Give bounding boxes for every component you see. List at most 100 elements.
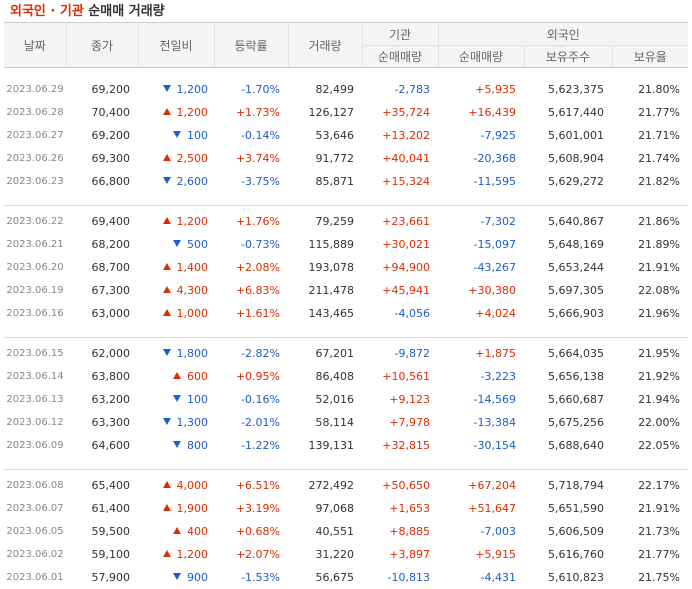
cell-rate: -1.70% xyxy=(241,83,280,96)
cell-foreign-net: +5,935 xyxy=(475,83,516,96)
cell-foreign-net: -13,384 xyxy=(473,416,516,429)
cell-volume: 91,772 xyxy=(315,152,355,165)
cell-foreign-net: -7,302 xyxy=(480,215,516,228)
cell-change-value: 1,200 xyxy=(176,83,209,96)
cell-change-value: 600 xyxy=(187,370,208,383)
cell-rate: -0.73% xyxy=(241,238,280,251)
cell-date: 2023.06.23 xyxy=(6,176,64,187)
cell-inst-net: +23,661 xyxy=(382,215,430,228)
cell-rate: +2.07% xyxy=(235,548,280,561)
cell-foreign-hold: 5,656,138 xyxy=(548,370,604,383)
cell-change: 1,000 xyxy=(138,302,214,325)
cell-foreign-net: -14,569 xyxy=(473,393,516,406)
cell-foreign-net: +16,439 xyxy=(468,106,516,119)
down-triangle-icon xyxy=(162,85,171,92)
cell-foreign-net: -30,154 xyxy=(473,439,516,452)
cell-inst-net: +32,815 xyxy=(382,439,430,452)
table-row: 2023.06.26 69,300 2,500 +3.74% 91,772 +40,041… xyxy=(4,147,688,170)
up-triangle-icon xyxy=(162,504,171,511)
cell-date: 2023.06.21 xyxy=(6,239,64,250)
cell-change: 2,600 xyxy=(138,170,214,193)
cell-date: 2023.06.14 xyxy=(6,371,64,382)
cell-date: 2023.06.20 xyxy=(6,262,64,273)
table-row: 2023.06.09 64,600 800 -1.22% 139,131 +32,815 -… xyxy=(4,434,688,457)
cell-change-value: 800 xyxy=(187,439,208,452)
cell-rate: -1.22% xyxy=(241,439,280,452)
cell-close: 63,200 xyxy=(91,393,131,406)
cell-change-value: 400 xyxy=(187,525,208,538)
down-triangle-icon xyxy=(173,131,181,138)
panel-title: 외국인 · 기관 순매매 거래량 xyxy=(10,2,165,22)
cell-change-value: 2,500 xyxy=(176,152,209,165)
cell-change: 400 xyxy=(138,520,214,543)
up-triangle-icon xyxy=(173,527,181,534)
cell-date: 2023.06.02 xyxy=(6,549,64,560)
cell-inst-net: +7,978 xyxy=(389,416,430,429)
cell-change: 600 xyxy=(138,365,214,388)
cell-foreign-ratio: 21.92% xyxy=(638,370,681,383)
cell-close: 69,200 xyxy=(91,129,131,142)
cell-close: 64,600 xyxy=(91,439,131,452)
table-row: 2023.06.08 65,400 4,000 +6.51% 272,492 +50,65… xyxy=(4,474,688,497)
cell-change: 100 xyxy=(138,388,214,411)
up-triangle-icon xyxy=(162,154,171,161)
cell-change: 1,900 xyxy=(138,497,214,520)
cell-inst-net: +94,900 xyxy=(382,261,430,274)
cell-foreign-ratio: 22.17% xyxy=(638,479,681,492)
cell-rate: +3.74% xyxy=(235,152,280,165)
cell-foreign-ratio: 21.82% xyxy=(638,175,681,188)
cell-date: 2023.06.05 xyxy=(6,526,64,537)
cell-volume: 97,068 xyxy=(315,502,355,515)
cell-foreign-ratio: 21.71% xyxy=(638,129,681,142)
cell-foreign-net: -43,267 xyxy=(473,261,516,274)
cell-volume: 40,551 xyxy=(315,525,355,538)
cell-change: 900 xyxy=(138,566,214,589)
cell-rate: +6.51% xyxy=(235,479,280,492)
header-institution: 기관 xyxy=(361,22,438,46)
cell-close: 63,300 xyxy=(91,416,131,429)
cell-foreign-net: -20,368 xyxy=(473,152,516,165)
cell-foreign-ratio: 21.96% xyxy=(638,307,681,320)
cell-foreign-net: +4,024 xyxy=(475,307,516,320)
cell-inst-net: +30,021 xyxy=(382,238,430,251)
cell-inst-net: +13,202 xyxy=(382,129,430,142)
cell-inst-net: +8,885 xyxy=(389,525,430,538)
cell-foreign-net: -3,223 xyxy=(480,370,516,383)
cell-inst-net: +40,041 xyxy=(382,152,430,165)
header-date: 날짜 xyxy=(4,22,66,68)
cell-date: 2023.06.27 xyxy=(6,130,64,141)
down-triangle-icon xyxy=(162,177,171,184)
cell-close: 70,400 xyxy=(91,106,131,119)
cell-volume: 53,646 xyxy=(315,129,355,142)
cell-volume: 85,871 xyxy=(315,175,355,188)
cell-change-value: 2,600 xyxy=(176,175,209,188)
cell-foreign-hold: 5,617,440 xyxy=(548,106,604,119)
cell-inst-net: +15,324 xyxy=(382,175,430,188)
cell-close: 63,000 xyxy=(91,307,131,320)
panel-title-main: 외국인 · 기관 xyxy=(10,4,84,19)
cell-change-value: 900 xyxy=(187,571,208,584)
cell-foreign-hold: 5,666,903 xyxy=(548,307,604,320)
cell-volume: 79,259 xyxy=(315,215,355,228)
cell-close: 68,700 xyxy=(91,261,131,274)
cell-foreign-net: -11,595 xyxy=(473,175,516,188)
cell-foreign-ratio: 21.77% xyxy=(638,106,681,119)
cell-volume: 31,220 xyxy=(315,548,355,561)
table-row: 2023.06.23 66,800 2,600 -3.75% 85,871 +15,324… xyxy=(4,170,688,193)
cell-date: 2023.06.07 xyxy=(6,503,64,514)
cell-volume: 193,078 xyxy=(308,261,355,274)
group-divider xyxy=(4,193,689,210)
cell-inst-net: +35,724 xyxy=(382,106,430,119)
cell-rate: +0.95% xyxy=(235,370,280,383)
table-row: 2023.06.02 59,100 1,200 +2.07% 31,220 +3,897 +… xyxy=(4,543,688,566)
cell-rate: +1.61% xyxy=(235,307,280,320)
cell-foreign-ratio: 21.75% xyxy=(638,571,681,584)
cell-volume: 272,492 xyxy=(308,479,355,492)
cell-foreign-ratio: 22.00% xyxy=(638,416,681,429)
cell-foreign-net: -7,925 xyxy=(480,129,516,142)
cell-change-value: 4,000 xyxy=(176,479,209,492)
cell-volume: 82,499 xyxy=(315,83,355,96)
table-row: 2023.06.27 69,200 100 -0.14% 53,646 +13,202 -7… xyxy=(4,124,688,147)
cell-change-value: 1,900 xyxy=(176,502,209,515)
down-triangle-icon xyxy=(173,395,181,402)
